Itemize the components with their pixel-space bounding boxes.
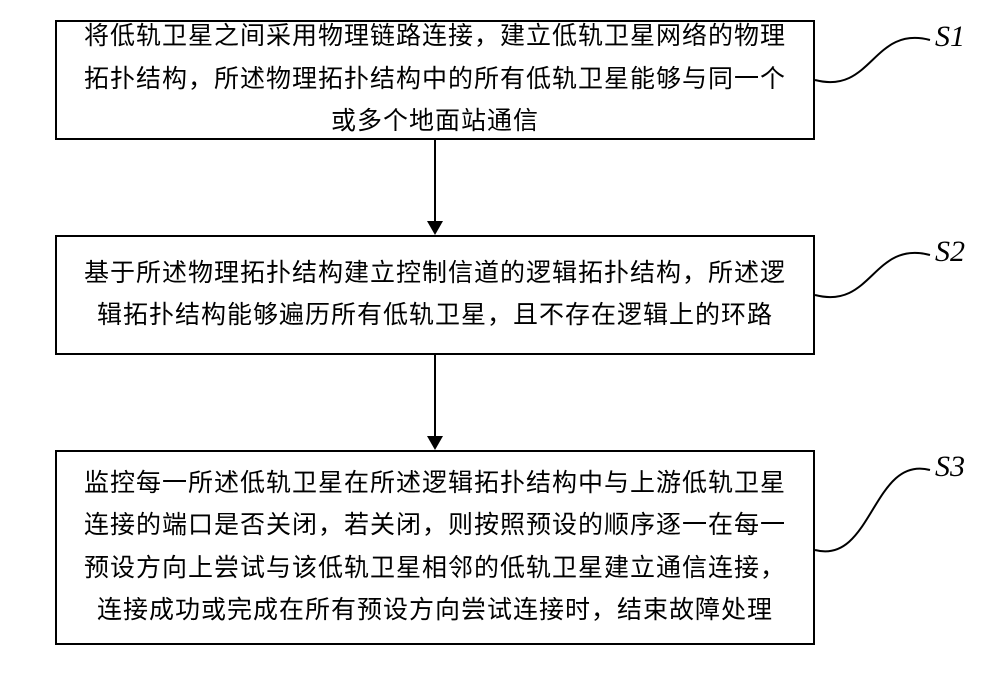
arrow-head-s1-s2 [427,221,443,235]
step-text-s3: 监控每一所述低轨卫星在所述逻辑拓扑结构中与上游低轨卫星连接的端口是否关闭，若关闭… [77,463,793,633]
step-box-s3: 监控每一所述低轨卫星在所述逻辑拓扑结构中与上游低轨卫星连接的端口是否关闭，若关闭… [55,450,815,645]
step-text-s1: 将低轨卫星之间采用物理链路连接，建立低轨卫星网络的物理拓扑结构，所述物理拓扑结构… [77,16,793,144]
connector-curve-s1 [810,35,935,85]
step-label-s2: S2 [935,235,965,269]
connector-curve-s2 [810,250,935,300]
step-box-s2: 基于所述物理拓扑结构建立控制信道的逻辑拓扑结构，所述逻辑拓扑结构能够遍历所有低轨… [55,235,815,355]
arrow-s1-s2 [434,140,436,221]
connector-curve-s3 [810,465,935,555]
arrow-head-s2-s3 [427,436,443,450]
flowchart-canvas: 将低轨卫星之间采用物理链路连接，建立低轨卫星网络的物理拓扑结构，所述物理拓扑结构… [0,0,1000,676]
step-label-s1: S1 [935,20,965,54]
step-label-s3: S3 [935,450,965,484]
arrow-s2-s3 [434,355,436,436]
step-box-s1: 将低轨卫星之间采用物理链路连接，建立低轨卫星网络的物理拓扑结构，所述物理拓扑结构… [55,20,815,140]
step-text-s2: 基于所述物理拓扑结构建立控制信道的逻辑拓扑结构，所述逻辑拓扑结构能够遍历所有低轨… [77,253,793,338]
